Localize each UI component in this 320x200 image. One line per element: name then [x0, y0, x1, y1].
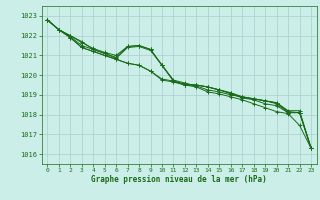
X-axis label: Graphe pression niveau de la mer (hPa): Graphe pression niveau de la mer (hPa) — [91, 175, 267, 184]
